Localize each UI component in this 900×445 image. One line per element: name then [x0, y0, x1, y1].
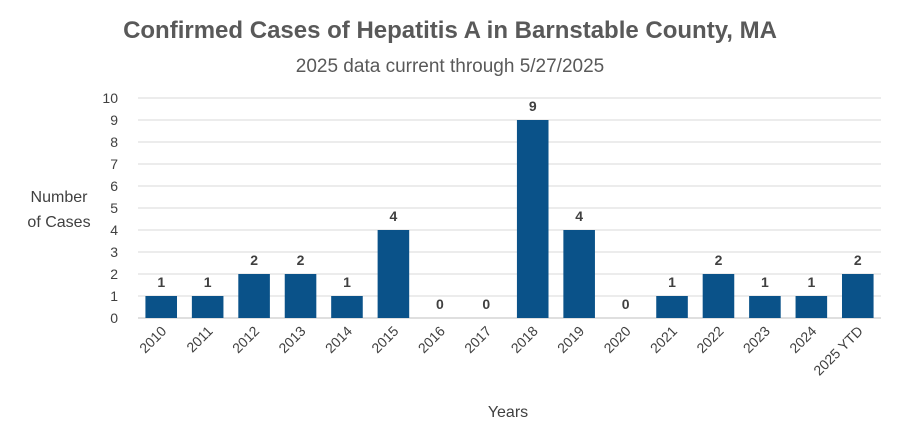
- data-label: 1: [204, 274, 212, 290]
- x-tick-label: 2014: [322, 323, 355, 356]
- y-tick-label: 10: [102, 90, 118, 106]
- data-label: 1: [668, 274, 676, 290]
- bar: [191, 296, 224, 318]
- data-label: 4: [575, 208, 583, 224]
- x-tick-label: 2019: [554, 323, 587, 356]
- bar: [841, 274, 874, 318]
- y-axis-label-line-1: Number: [31, 189, 89, 206]
- bar: [377, 230, 410, 318]
- x-tick-label: 2015: [368, 323, 401, 356]
- y-tick-label: 5: [110, 200, 118, 216]
- bar: [331, 296, 363, 318]
- x-tick-label: 2010: [136, 323, 169, 356]
- x-tick-label: 2018: [507, 323, 540, 356]
- y-tick-label: 7: [110, 156, 118, 172]
- x-tick-label: 2022: [693, 323, 726, 356]
- y-tick-label: 8: [110, 134, 118, 150]
- x-tick-label: 2012: [229, 323, 262, 356]
- bars: [145, 120, 874, 318]
- data-label: 2: [297, 252, 305, 268]
- chart-title: Confirmed Cases of Hepatitis A in Barnst…: [123, 17, 777, 44]
- bar: [145, 296, 178, 318]
- data-label: 1: [761, 274, 769, 290]
- y-axis-label-line-2: of Cases: [27, 214, 90, 231]
- data-label: 0: [436, 296, 444, 312]
- x-tick-label: 2017: [461, 323, 494, 356]
- bar: [749, 296, 781, 318]
- data-labels: 1 1 2 2 1 4 0 0 9 4 0 1 2 1 1 2: [157, 98, 862, 312]
- y-tick-label: 2: [110, 266, 118, 282]
- x-tick-label: 2021: [647, 323, 680, 356]
- bar: [284, 274, 317, 318]
- y-tick-label: 3: [110, 244, 118, 260]
- y-tick-label: 0: [110, 310, 118, 326]
- y-axis-ticks: 0 1 2 3 4 5 6 7 8 9 10: [102, 90, 118, 326]
- bar: [563, 230, 595, 318]
- x-tick-label: 2013: [275, 323, 308, 356]
- data-label: 1: [343, 274, 351, 290]
- x-tick-label: 2016: [415, 323, 448, 356]
- data-label: 0: [482, 296, 490, 312]
- data-label: 2: [715, 252, 723, 268]
- x-axis-label: Years: [488, 404, 528, 421]
- x-tick-label: 2025 YTD: [810, 323, 866, 379]
- x-tick-label: 2024: [786, 323, 819, 356]
- y-tick-label: 4: [110, 222, 118, 238]
- data-label: 2: [854, 252, 862, 268]
- bar: [238, 274, 270, 318]
- x-tick-label: 2011: [183, 323, 216, 356]
- data-label: 4: [390, 208, 398, 224]
- data-label: 0: [622, 296, 630, 312]
- y-tick-label: 9: [110, 112, 118, 128]
- data-label: 1: [807, 274, 815, 290]
- bar: [702, 274, 735, 318]
- chart-subtitle: 2025 data current through 5/27/2025: [296, 56, 604, 77]
- y-tick-label: 1: [110, 288, 118, 304]
- bar: [795, 296, 828, 318]
- data-label: 9: [529, 98, 537, 114]
- y-tick-label: 6: [110, 178, 118, 194]
- data-label: 2: [250, 252, 258, 268]
- bar: [516, 120, 549, 318]
- x-tick-label: 2023: [740, 323, 773, 356]
- x-axis-ticks: 2010 2011 2012 2013 2014 2015 2016 2017 2018 2019…: [136, 323, 866, 379]
- x-tick-label: 2020: [600, 323, 633, 356]
- bar: [656, 296, 688, 318]
- data-label: 1: [157, 274, 165, 290]
